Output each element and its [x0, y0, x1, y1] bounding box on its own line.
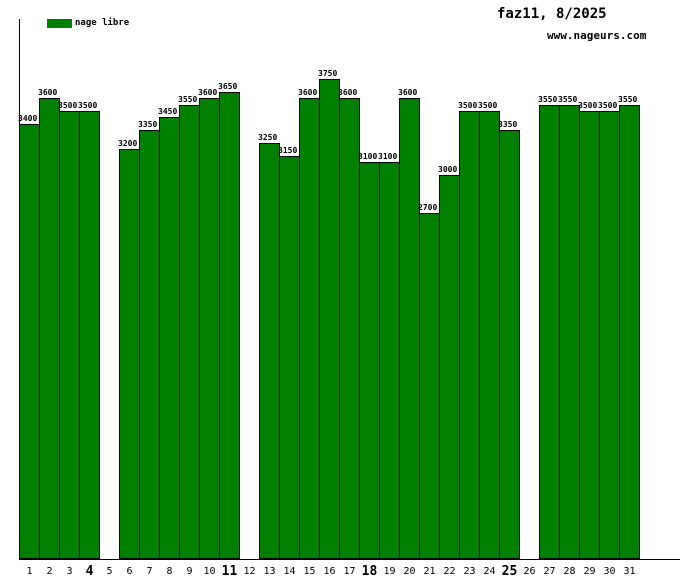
bar-day-10 [199, 98, 220, 559]
day-label-30: 30 [603, 566, 616, 577]
bar-day-15 [299, 98, 320, 559]
bar-day-2 [39, 98, 60, 559]
bar-day-19 [379, 162, 400, 559]
day-label-11: 11 [221, 564, 238, 579]
day-label-18: 18 [361, 564, 378, 579]
day-label-1: 1 [26, 566, 33, 577]
day-label-27: 27 [543, 566, 556, 577]
bar-day-13 [259, 143, 280, 559]
bar-value-label-day-3: 3500 [58, 101, 78, 110]
day-label-23: 23 [463, 566, 476, 577]
bar-value-label-day-30: 3500 [598, 101, 618, 110]
day-label-7: 7 [146, 566, 153, 577]
bar-value-label-day-1: 3400 [18, 114, 38, 123]
bar-day-17 [339, 98, 360, 559]
bar-value-label-day-9: 3550 [178, 95, 198, 104]
bar-day-9 [179, 105, 200, 559]
bar-day-18 [359, 162, 380, 559]
day-label-28: 28 [563, 566, 576, 577]
day-label-13: 13 [263, 566, 276, 577]
bar-day-8 [159, 117, 180, 559]
bar-value-label-day-19: 3100 [378, 152, 398, 161]
day-label-9: 9 [186, 566, 193, 577]
bar-day-23 [459, 111, 480, 559]
day-label-25: 25 [501, 564, 518, 579]
day-label-31: 31 [623, 566, 636, 577]
bar-value-label-day-31: 3550 [618, 95, 638, 104]
bar-day-20 [399, 98, 420, 559]
day-label-17: 17 [343, 566, 356, 577]
day-label-2: 2 [46, 566, 53, 577]
day-label-22: 22 [443, 566, 456, 577]
day-label-6: 6 [126, 566, 133, 577]
bar-day-21 [419, 213, 440, 559]
legend-label: nage libre [75, 18, 130, 28]
bar-day-29 [579, 111, 600, 559]
bar-day-1 [19, 124, 40, 559]
day-label-20: 20 [403, 566, 416, 577]
legend-swatch [47, 19, 72, 28]
bar-day-25 [499, 130, 520, 559]
day-label-26: 26 [523, 566, 536, 577]
website-text: www.nageurs.com [547, 29, 647, 42]
x-axis-line [19, 559, 680, 560]
day-label-10: 10 [203, 566, 216, 577]
bar-value-label-day-24: 3500 [478, 101, 498, 110]
chart-title: faz11, 8/2025 [497, 6, 607, 22]
day-label-21: 21 [423, 566, 436, 577]
day-label-16: 16 [323, 566, 336, 577]
bar-value-label-day-25: 3350 [498, 120, 518, 129]
bar-value-label-day-16: 3750 [318, 69, 338, 78]
bar-value-label-day-13: 3250 [258, 133, 278, 142]
day-label-19: 19 [383, 566, 396, 577]
day-label-8: 8 [166, 566, 173, 577]
bar-day-22 [439, 175, 460, 559]
bar-value-label-day-21: 2700 [418, 203, 438, 212]
bar-day-16 [319, 79, 340, 559]
bar-value-label-day-22: 3000 [438, 165, 458, 174]
day-label-14: 14 [283, 566, 296, 577]
day-label-12: 12 [243, 566, 256, 577]
day-label-4: 4 [85, 564, 94, 579]
bar-value-label-day-11: 3650 [218, 82, 238, 91]
day-label-24: 24 [483, 566, 496, 577]
bar-day-30 [599, 111, 620, 559]
bar-value-label-day-29: 3500 [578, 101, 598, 110]
bar-day-28 [559, 105, 580, 559]
bar-value-label-day-23: 3500 [458, 101, 478, 110]
bar-day-24 [479, 111, 500, 559]
bar-value-label-day-10: 3600 [198, 88, 218, 97]
bar-day-3 [59, 111, 80, 559]
bar-day-27 [539, 105, 560, 559]
day-label-5: 5 [106, 566, 113, 577]
bar-value-label-day-4: 3500 [78, 101, 98, 110]
bar-value-label-day-6: 3200 [118, 139, 138, 148]
day-label-29: 29 [583, 566, 596, 577]
day-label-15: 15 [303, 566, 316, 577]
bar-value-label-day-18: 3100 [358, 152, 378, 161]
bar-day-6 [119, 149, 140, 559]
bar-value-label-day-8: 3450 [158, 107, 178, 116]
bar-day-7 [139, 130, 160, 559]
bar-day-14 [279, 156, 300, 559]
bar-value-label-day-27: 3550 [538, 95, 558, 104]
day-label-3: 3 [66, 566, 73, 577]
bar-day-4 [79, 111, 100, 559]
bar-value-label-day-20: 3600 [398, 88, 418, 97]
bar-value-label-day-14: 3150 [278, 146, 298, 155]
bar-value-label-day-7: 3350 [138, 120, 158, 129]
bar-value-label-day-2: 3600 [38, 88, 58, 97]
bar-value-label-day-15: 3600 [298, 88, 318, 97]
bar-day-11 [219, 92, 240, 559]
bar-value-label-day-17: 3600 [338, 88, 358, 97]
bar-value-label-day-28: 3550 [558, 95, 578, 104]
bar-day-31 [619, 105, 640, 559]
